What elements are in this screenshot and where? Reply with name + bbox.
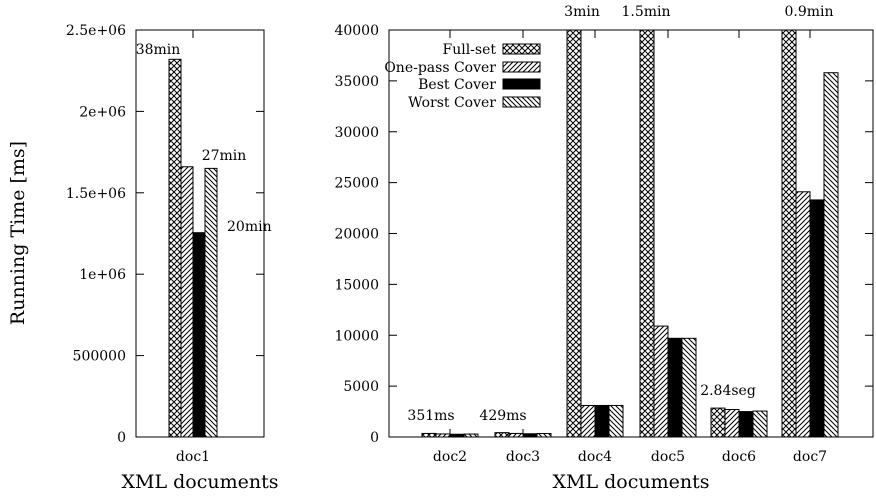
y-tick-label: 500000 (73, 349, 126, 365)
bar-worst-cover-doc5 (681, 337, 697, 438)
bar-best-cover-doc5 (667, 337, 683, 438)
bar-best-cover-doc4 (594, 404, 610, 438)
bar-one-pass-cover-doc1 (180, 166, 194, 438)
x-tick-label: doc6 (722, 449, 756, 465)
right-annotation: 429ms (479, 408, 526, 424)
right-x-axis-label: XML documents (552, 471, 709, 493)
legend-label: Worst Cover (408, 95, 496, 111)
left-annotation: 20min (227, 219, 272, 235)
y-tick-label: 0 (370, 430, 379, 446)
y-tick-label: 40000 (334, 23, 379, 39)
bar-best-cover-doc7 (809, 199, 825, 438)
bar-full-set-doc3 (494, 432, 510, 438)
bar-worst-cover-doc6 (752, 410, 768, 438)
legend: Full-set One-pass Cover Best Cover Worst… (384, 42, 541, 111)
bar-one-pass-cover-doc4 (580, 404, 596, 438)
bar-best-cover-doc1 (192, 232, 206, 438)
right-plot-frame (388, 29, 874, 438)
left-x-axis-label: XML documents (121, 471, 278, 493)
legend-swatch-worst-cover (502, 96, 541, 108)
bar-worst-cover-doc4 (608, 404, 624, 438)
y-tick-label: 10000 (334, 328, 379, 344)
left-panel: Running Time [ms] 0 500000 1e+06 1.5e+06 2e+… (7, 23, 279, 493)
legend-label: Best Cover (418, 77, 496, 93)
bar-one-pass-cover-doc6 (724, 409, 740, 438)
left-x-tick-labels: doc1 (176, 30, 210, 465)
right-panel: 0 5000 10000 15000 20000 25000 30000 35000 40000… (334, 4, 874, 493)
bar-worst-cover-doc3 (536, 433, 552, 438)
x-tick-label: doc1 (176, 449, 210, 465)
bar-full-set-doc4 (566, 29, 582, 438)
bar-full-set-doc5 (639, 29, 655, 438)
y-tick-label: 5000 (343, 379, 379, 395)
x-tick-label: doc5 (651, 449, 685, 465)
right-annotation: 0.9min (784, 4, 833, 20)
y-tick-label: 2.5e+06 (66, 23, 126, 39)
y-tick-label: 2e+06 (79, 104, 126, 120)
left-y-ticks: 0 500000 1e+06 1.5e+06 2e+06 2.5e+06 (66, 23, 264, 446)
bar-full-set-doc1 (168, 58, 182, 438)
right-bars (421, 29, 839, 438)
left-plot-frame (135, 29, 265, 438)
bar-full-set-doc7 (781, 29, 797, 438)
x-tick-label: doc3 (506, 449, 540, 465)
right-annotation: 2.84seg (700, 383, 756, 399)
bar-full-set-doc6 (710, 407, 726, 438)
right-annotation: 351ms (407, 408, 454, 424)
y-tick-label: 35000 (334, 74, 379, 90)
y-tick-label: 20000 (334, 227, 379, 243)
right-annotation: 1.5min (621, 4, 670, 20)
left-bars (168, 58, 218, 438)
bar-worst-cover-doc1 (204, 167, 218, 438)
x-tick-label: doc4 (578, 449, 612, 465)
legend-swatch-best-cover (502, 78, 541, 90)
x-tick-label: doc7 (793, 449, 827, 465)
right-annotation: 3min (564, 4, 600, 20)
y-tick-label: 30000 (334, 125, 379, 141)
y-tick-label: 1e+06 (79, 267, 126, 283)
y-tick-label: 1.5e+06 (66, 186, 126, 202)
bar-full-set-doc2 (421, 432, 437, 438)
right-x-tick-labels: doc2 doc3 doc4 doc5 doc6 doc7 (433, 30, 827, 465)
y-tick-label: 15000 (334, 277, 379, 293)
y-tick-label: 0 (117, 430, 126, 446)
legend-swatch-one-pass-cover (502, 61, 541, 73)
legend-label: One-pass Cover (384, 60, 496, 76)
left-y-axis-label: Running Time [ms] (7, 141, 29, 325)
left-annotation: 27min (202, 148, 247, 164)
bar-one-pass-cover-doc5 (653, 325, 669, 438)
bar-one-pass-cover-doc7 (795, 191, 811, 438)
left-annotation: 38min (136, 42, 181, 58)
bar-worst-cover-doc7 (823, 72, 839, 438)
bar-best-cover-doc6 (738, 411, 754, 438)
legend-swatch-full-set (502, 43, 541, 55)
legend-label: Full-set (442, 42, 496, 58)
bar-one-pass-cover-doc3 (508, 432, 524, 438)
right-y-ticks: 0 5000 10000 15000 20000 25000 30000 35000 40000 (334, 23, 873, 446)
x-tick-label: doc2 (433, 449, 467, 465)
y-tick-label: 25000 (334, 176, 379, 192)
